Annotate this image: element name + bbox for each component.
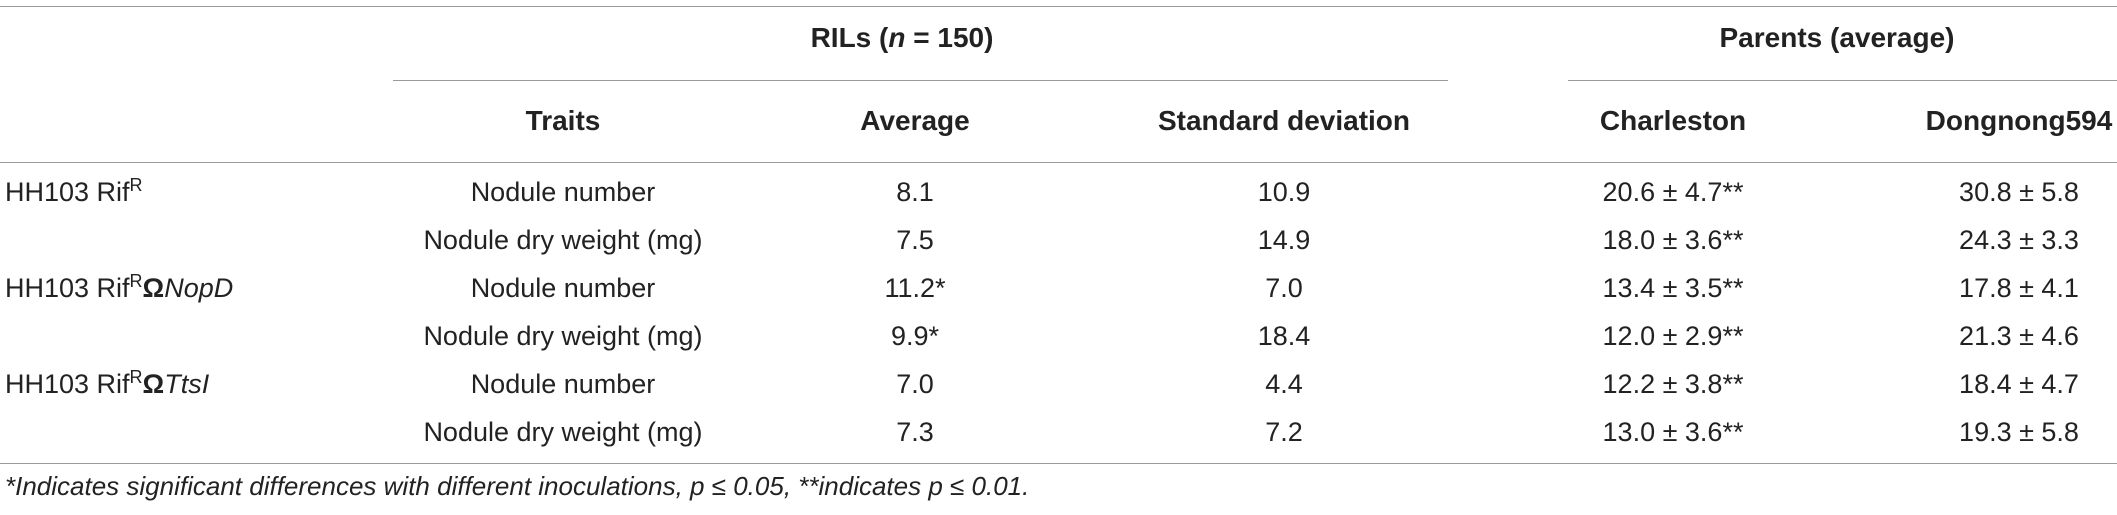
dongnong-cell: 30.8 ± 5.8: [1959, 177, 2079, 207]
table-top-rule: [0, 6, 2117, 7]
col-header-traits: Traits: [525, 105, 601, 136]
charleston-cell: 13.0 ± 3.6**: [1602, 417, 1744, 447]
trait-cell: Nodule dry weight (mg): [423, 225, 703, 255]
dongnong-cell: 21.3 ± 4.6: [1959, 321, 2079, 351]
col-header-charleston: Charleston: [1599, 105, 1747, 136]
strain-mutant: NopD: [164, 273, 234, 303]
strain-label: HH103 RifR: [5, 175, 143, 209]
strain-mutant: TtsI: [164, 369, 210, 399]
trait-cell: Nodule number: [470, 369, 656, 399]
parents-group-header: Parents (average): [1719, 22, 1955, 53]
strain-superscript: R: [129, 175, 143, 195]
rils-count: = 150): [905, 22, 994, 53]
omega-symbol: Ω: [142, 369, 165, 399]
dongnong-cell: 18.4 ± 4.7: [1959, 369, 2079, 399]
trait-cell: Nodule number: [470, 273, 656, 303]
rils-label: RILs (: [810, 22, 889, 53]
rils-group-rule: [393, 80, 1448, 81]
charleston-cell: 12.2 ± 3.8**: [1602, 369, 1744, 399]
col-header-standard-deviation: Standard deviation: [1157, 105, 1411, 136]
average-cell: 7.3: [896, 417, 934, 447]
omega-symbol: Ω: [142, 273, 165, 303]
strain-base: HH103 Rif: [5, 177, 130, 207]
sd-cell: 14.9: [1257, 225, 1311, 255]
charleston-cell: 13.4 ± 3.5**: [1602, 273, 1744, 303]
sd-cell: 7.2: [1265, 417, 1303, 447]
strain-superscript: R: [129, 367, 143, 387]
average-cell: 9.9*: [890, 321, 940, 351]
average-cell: 8.1: [896, 177, 934, 207]
trait-cell: Nodule number: [470, 177, 656, 207]
average-cell: 7.0: [896, 369, 934, 399]
table-bottom-rule: [0, 463, 2117, 464]
rils-n-symbol: n: [888, 22, 906, 53]
sd-cell: 18.4: [1257, 321, 1311, 351]
trait-cell: Nodule dry weight (mg): [423, 417, 703, 447]
charleston-cell: 18.0 ± 3.6**: [1602, 225, 1744, 255]
average-cell: 7.5: [896, 225, 934, 255]
sd-cell: 10.9: [1257, 177, 1311, 207]
sd-cell: 7.0: [1265, 273, 1303, 303]
dongnong-cell: 17.8 ± 4.1: [1959, 273, 2079, 303]
rils-group-header: RILs (n = 150): [811, 21, 994, 55]
trait-cell: Nodule dry weight (mg): [423, 321, 703, 351]
strain-superscript: R: [129, 271, 143, 291]
col-header-average: Average: [860, 105, 970, 136]
strain-base: HH103 Rif: [5, 369, 130, 399]
sd-cell: 4.4: [1265, 369, 1303, 399]
charleston-cell: 20.6 ± 4.7**: [1602, 177, 1744, 207]
parents-group-rule: [1568, 80, 2117, 81]
col-header-dongnong594: Dongnong594: [1925, 105, 2113, 136]
charleston-cell: 12.0 ± 2.9**: [1602, 321, 1744, 351]
strain-label: HH103 RifRΩNopD: [5, 271, 233, 305]
average-cell: 11.2*: [884, 273, 946, 303]
table-footnote: *Indicates significant differences with …: [5, 471, 1030, 501]
dongnong-cell: 19.3 ± 5.8: [1959, 417, 2079, 447]
strain-base: HH103 Rif: [5, 273, 130, 303]
dongnong-cell: 24.3 ± 3.3: [1959, 225, 2079, 255]
header-bottom-rule: [0, 162, 2117, 163]
strain-label: HH103 RifRΩTtsI: [5, 367, 209, 401]
